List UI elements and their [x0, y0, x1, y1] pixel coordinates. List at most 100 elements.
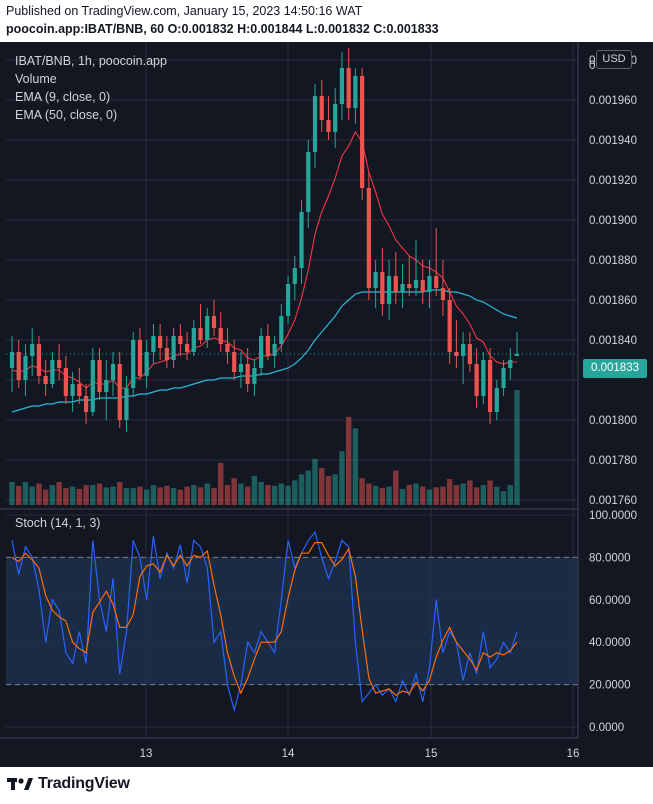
- candle: [427, 260, 432, 308]
- candle: [386, 260, 392, 320]
- candle-body: [454, 352, 459, 356]
- ema-9-line: [11, 130, 517, 389]
- tradingview-logo[interactable]: TradingView: [7, 775, 130, 793]
- candle: [63, 356, 68, 404]
- candle: [467, 332, 472, 372]
- candle-body: [184, 344, 190, 352]
- candle: [333, 88, 338, 148]
- volume-bar: [164, 485, 170, 505]
- volume-bar: [197, 487, 204, 505]
- candle-body: [346, 68, 351, 108]
- symbol-ohlc-text: poocoin.app:IBAT/BNB, 60 O:0.001832 H:0.…: [6, 22, 439, 36]
- candle-body: [144, 352, 149, 376]
- volume-bar: [204, 483, 210, 505]
- candle-body: [508, 360, 513, 368]
- candle-body: [50, 360, 55, 384]
- candle-body: [326, 120, 331, 132]
- currency-button[interactable]: USD: [596, 50, 632, 69]
- stoch-tick-label: 60.0000: [589, 595, 631, 607]
- candle: [36, 336, 42, 384]
- chart-area[interactable]: 0.001760 0.001780 0.001800 0.001840 0.001860…: [0, 42, 653, 767]
- candle: [259, 328, 264, 376]
- candle-body: [487, 360, 493, 412]
- price-tick-label: 0.001780: [589, 455, 637, 467]
- volume-bar: [446, 478, 453, 505]
- candle-body: [427, 276, 432, 292]
- candle-body: [16, 352, 21, 380]
- time-tick-label: 16: [567, 748, 580, 760]
- legend-stoch[interactable]: Stoch (14, 1, 3): [15, 516, 101, 530]
- candle-body: [386, 276, 392, 304]
- volume-bar: [184, 486, 190, 505]
- time-tick-label: 15: [425, 748, 438, 760]
- candlesticks: [9, 48, 520, 432]
- candle: [360, 68, 365, 200]
- candle: [83, 384, 89, 424]
- candle: [211, 300, 217, 336]
- candle: [198, 304, 203, 344]
- volume-bar: [453, 485, 460, 505]
- candle-body: [171, 336, 176, 360]
- volume-bar: [211, 488, 217, 505]
- candle-body: [319, 96, 324, 120]
- price-legend: IBAT/BNB, 1h, poocoin.app Volume EMA (9,…: [15, 52, 167, 124]
- volume-bar: [298, 474, 305, 505]
- volume-bar: [83, 485, 89, 505]
- price-tick-label: 0.001920: [589, 175, 637, 187]
- candle-body: [43, 376, 48, 384]
- volume-bar: [366, 483, 372, 505]
- candle-body: [440, 288, 446, 300]
- candle-body: [272, 344, 277, 356]
- volume-bar: [507, 485, 513, 505]
- candle-body: [57, 360, 62, 368]
- legend-symbol-title[interactable]: IBAT/BNB, 1h, poocoin.app: [15, 54, 167, 68]
- candle: [508, 348, 513, 380]
- candle: [420, 260, 425, 304]
- candle: [144, 340, 149, 388]
- stoch-band: [6, 557, 578, 685]
- volume-bar: [110, 486, 116, 505]
- volume-bar: [460, 483, 466, 505]
- price-tick-label-clipped: 0: [589, 60, 595, 72]
- candle: [110, 352, 116, 396]
- price-tick-label: 0.001900: [589, 215, 637, 227]
- candle-body: [265, 336, 270, 356]
- candle: [171, 328, 176, 368]
- volume-bar: [16, 485, 22, 505]
- price-tick-label: 0.001840: [589, 335, 637, 347]
- volume-bar: [224, 485, 231, 505]
- candle-body: [366, 188, 371, 288]
- candle-body: [447, 300, 452, 352]
- candle: [178, 324, 183, 356]
- candle-body: [137, 340, 143, 376]
- candle: [312, 84, 318, 168]
- candle: [434, 228, 439, 296]
- time-axis: 13 14 15 16: [140, 748, 580, 760]
- candle: [57, 344, 62, 380]
- candle-body: [90, 360, 95, 412]
- chart-canvas[interactable]: 0.001760 0.001780 0.001800 0.001840 0.001860…: [0, 42, 653, 767]
- candle-body: [339, 68, 345, 104]
- legend-ema-9[interactable]: EMA (9, close, 0): [15, 90, 111, 104]
- volume-bar: [440, 486, 446, 505]
- candle: [366, 172, 371, 300]
- candle: [380, 248, 385, 316]
- candle: [326, 96, 331, 140]
- candle: [131, 332, 136, 396]
- volume-bar: [49, 485, 56, 505]
- candle-body: [110, 364, 116, 380]
- volume-bar: [191, 485, 197, 505]
- candle-body: [353, 76, 358, 108]
- legend-ema-50[interactable]: EMA (50, close, 0): [15, 108, 118, 122]
- stoch-k-line: [11, 530, 518, 713]
- candle-body: [393, 276, 398, 292]
- candle: [164, 336, 169, 368]
- candle-body: [232, 352, 237, 372]
- volume-bar: [137, 486, 143, 505]
- candle: [9, 336, 15, 392]
- legend-volume[interactable]: Volume: [15, 72, 57, 86]
- price-tick-label: 0.001960: [589, 95, 637, 107]
- volume-bars: [9, 390, 520, 505]
- volume-bar: [393, 470, 399, 505]
- volume-bar: [305, 470, 311, 505]
